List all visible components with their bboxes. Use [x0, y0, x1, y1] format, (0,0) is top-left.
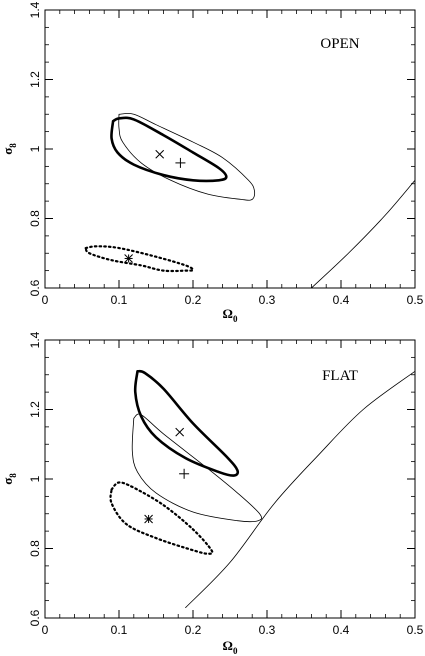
- y-axis-title-sub: 8: [8, 473, 18, 478]
- x-tick-label: 0.4: [333, 623, 350, 637]
- x-tick-label: 0.1: [111, 293, 128, 307]
- y-tick-label: 0.6: [28, 279, 42, 296]
- x-axis-title-sub: 0: [233, 314, 238, 324]
- x-tick-label: 0.5: [407, 623, 424, 637]
- y-tick-label: 1.2: [28, 71, 42, 88]
- x-tick-label: 0: [42, 623, 49, 637]
- x-tick-label: 0.1: [111, 623, 128, 637]
- constraint-curve: [185, 370, 415, 608]
- marker-plus: [179, 468, 190, 479]
- y-tick-label: 1.4: [28, 1, 42, 18]
- y-axis-title-main: σ: [0, 148, 15, 155]
- y-tick-label: 1.4: [28, 331, 42, 348]
- marker-plus: [175, 157, 186, 168]
- x-axis-title: Ω0: [223, 306, 238, 324]
- x-tick-label: 0.3: [259, 293, 276, 307]
- y-tick-label: 1: [28, 475, 42, 482]
- contour-thick: [133, 369, 240, 477]
- y-tick-label: 1: [28, 145, 42, 152]
- contour-dotted: [84, 245, 195, 273]
- marker-star: [144, 514, 153, 524]
- x-axis-title-main: Ω: [223, 306, 233, 321]
- x-tick-label: 0: [42, 293, 49, 307]
- x-tick-label: 0.2: [185, 293, 202, 307]
- marker-stroke: [155, 149, 165, 159]
- contour-thick: [110, 116, 228, 183]
- x-tick-label: 0.4: [333, 293, 350, 307]
- contour-thin: [118, 113, 256, 201]
- y-tick-label: 1.2: [28, 401, 42, 418]
- contour-dotted: [109, 481, 214, 555]
- marker-star: [124, 254, 133, 263]
- contour-thin: [131, 413, 263, 523]
- panel-label: FLAT: [322, 368, 358, 384]
- y-axis-title-main: σ: [0, 478, 15, 485]
- constraint-curve: [311, 179, 415, 288]
- y-axis-title: σ8: [0, 143, 18, 155]
- plot-area: [109, 369, 415, 608]
- x-axis-title: Ω0: [223, 638, 238, 656]
- plot-frame: [44, 339, 416, 619]
- x-tick-label: 0.5: [407, 293, 424, 307]
- y-axis-title: σ8: [0, 473, 18, 485]
- y-tick-label: 0.6: [28, 609, 42, 626]
- x-tick-label: 0.2: [185, 623, 202, 637]
- marker-cross: [155, 149, 165, 159]
- y-tick-label: 0.8: [28, 210, 42, 227]
- x-tick-label: 0.3: [259, 623, 276, 637]
- y-axis-title-sub: 8: [8, 143, 18, 148]
- plot-area: [84, 113, 415, 288]
- y-tick-label: 0.8: [28, 540, 42, 557]
- x-axis-title-sub: 0: [233, 646, 238, 656]
- x-axis-title-main: Ω: [223, 638, 233, 653]
- panel-label: OPEN: [320, 36, 359, 52]
- marker-stroke: [175, 427, 185, 437]
- marker-cross: [175, 427, 185, 437]
